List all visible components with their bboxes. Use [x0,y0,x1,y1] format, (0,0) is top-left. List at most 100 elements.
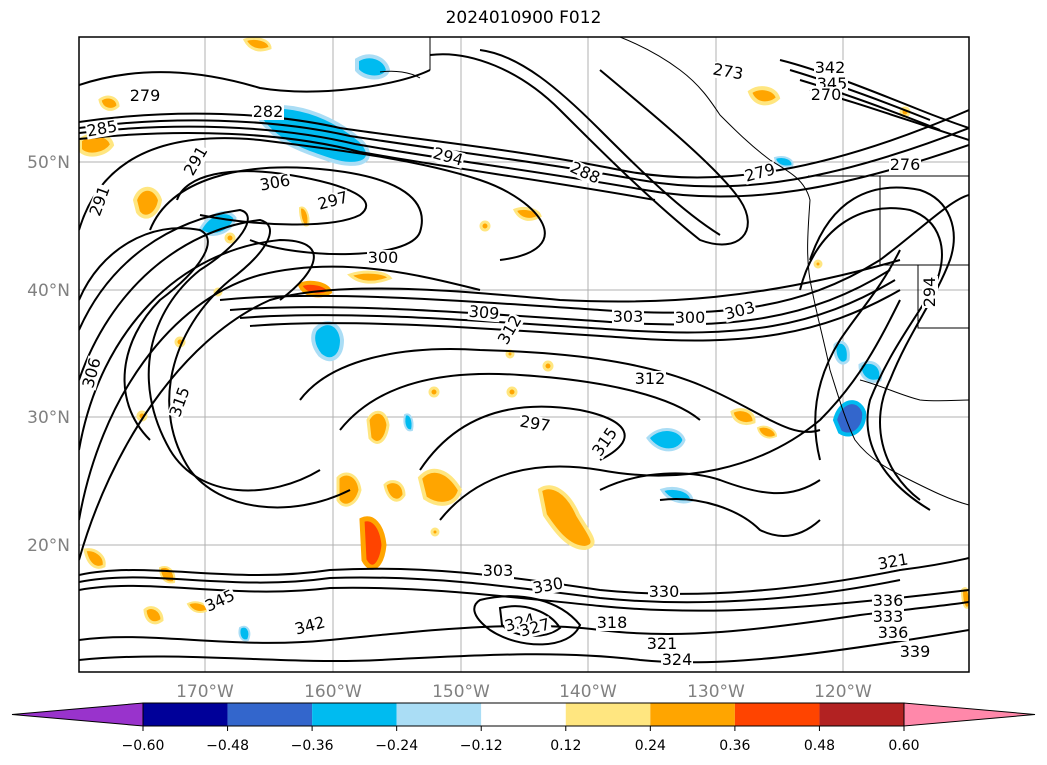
colorbar-extend-high [903,702,1036,727]
map-panel [79,37,969,672]
latitude-label: 50°N [27,153,70,173]
contour-label-bg [646,636,678,652]
contour-label-bg [517,616,553,640]
colorbar-tick-label: −0.24 [375,738,418,754]
contour-label: 312 [635,369,666,388]
contour-label: 324 [662,650,693,669]
contour-label-bg [202,586,238,616]
contour-label-bg [80,355,104,391]
contour-label-bg [87,183,113,219]
contour-label-bg [877,625,909,641]
colorbar-tick-labels: −0.60 −0.48 −0.36 −0.24 −0.12 0.12 0.24 0.36 0.4… [122,726,920,754]
longitude-label: 120°W [814,682,872,702]
colorbar-tick-label: −0.12 [460,738,503,754]
contour-label-bg [292,614,328,638]
colorbar-swatch [396,703,482,726]
latitude-label: 30°N [27,408,70,428]
contour-label: 339 [900,642,931,661]
colorbar-swatch [734,703,820,726]
contour-label: 321 [647,634,678,653]
contour-label-bg [634,371,666,387]
shading-features [79,37,969,642]
map-content [79,37,969,672]
latitude-label: 40°N [27,281,70,301]
contour-label: 279 [130,86,161,105]
colorbar-tick-label: 0.24 [635,738,666,754]
contour-label-bg [742,161,778,185]
contour-label-bg [922,276,938,308]
contour-label-bg [257,172,293,194]
contour-label-bg [167,384,193,420]
colorbar-swatch [565,703,651,726]
contour-label-bg [589,424,621,460]
colorbar-tick-label: −0.48 [206,738,249,754]
contour-label: 318 [597,613,628,632]
colorbar-swatch [227,703,313,726]
contour-label-bg [875,551,911,573]
colorbar [11,702,1036,727]
colorbar-tick-label: 0.12 [550,738,581,754]
contour-label-bg [899,644,931,660]
contour-label-bg [674,310,706,326]
contour-label-bg [315,189,351,213]
colorbar-swatch [143,703,228,726]
longitude-label: 160°W [304,682,362,702]
contour-label-bg [495,312,525,348]
contour-label: 303 [483,561,514,580]
contour-label-bg [430,145,466,169]
map-title: 2024010900 F012 [445,8,602,28]
colorbar-tick-label: 0.36 [719,738,750,754]
longitude-label: 140°W [559,682,617,702]
contour-label-bg [814,60,846,76]
contour-label-bg [129,88,161,104]
contour-label-bg [467,303,501,323]
contour-label-bg [181,143,211,179]
contour-label: 294 [920,277,939,308]
coastlines [379,37,969,506]
longitude-labels: 170°W 160°W 150°W 140°W 130°W 120°W [176,682,872,702]
contour-label: 336 [878,623,909,642]
contour-label-bg [367,250,399,266]
contour-label-bg [612,309,644,325]
contour-label-bg [722,299,758,323]
colorbar-outline [142,702,905,727]
contour-label: 309 [468,302,500,324]
colorbar-tick-label: −0.36 [291,738,334,754]
colorbar-tick-label: −0.60 [122,738,165,754]
contour-label-bg [252,104,284,120]
contour-label-bg [648,584,680,600]
contour-label-bg [84,118,120,140]
contour-label-bg [567,158,603,188]
latitude-label: 20°N [27,536,70,556]
contour-label: 333 [873,607,904,626]
contour-label-bg [517,413,553,435]
colorbar-swatch [481,703,566,726]
contour-label-bg [596,615,628,631]
longitude-label: 130°W [687,682,745,702]
contour-label-bg [889,157,921,173]
contour-label: 330 [649,582,680,601]
contour-label-bg [872,593,904,609]
contour-label-bg [530,575,566,597]
colorbar-swatch [650,703,735,726]
longitude-label: 150°W [432,682,490,702]
contour-label: 300 [675,308,706,327]
contour-label-bg [710,61,746,83]
contour-label: 282 [253,102,284,121]
colorbar-tick-label: 0.60 [888,738,919,754]
contour-label: 303 [613,307,644,326]
contour-label-bg [810,87,842,103]
contour-label: 276 [890,155,921,174]
map-frame [78,36,970,673]
contour-label: 342 [815,58,846,77]
colorbar-extend-low [11,702,144,727]
contour-label-bg [482,563,514,579]
contour-label: 336 [873,591,904,610]
contour-label-bg [661,652,693,668]
latitude-labels: 50°N 40°N 30°N 20°N [27,153,70,556]
contour-label: 270 [811,85,842,104]
colorbar-tick-label: 0.48 [804,738,835,754]
colorbar-swatch [312,703,397,726]
longitude-label: 170°W [176,682,234,702]
